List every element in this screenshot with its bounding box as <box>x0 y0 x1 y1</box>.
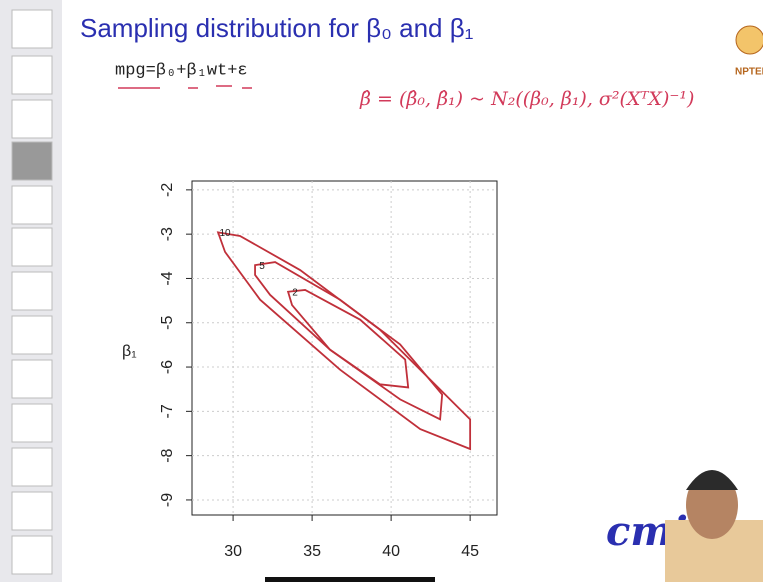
y-tick-label: -7 <box>159 404 176 418</box>
y-tick-label: -9 <box>159 493 176 507</box>
contour-line <box>254 261 444 421</box>
x-tick-label: 45 <box>461 543 479 560</box>
y-axis-label: β₁ <box>122 343 137 360</box>
y-tick-label: -2 <box>159 183 176 197</box>
x-tick-label: 40 <box>382 543 400 560</box>
contour-label: 5 <box>259 261 265 272</box>
x-tick-label: 30 <box>224 543 242 560</box>
y-tick-label: -3 <box>159 227 176 241</box>
handwritten-note: β̂ = (β̂₀, β̂₁) ~ N₂((β₀, β₁), σ²(XᵀX)⁻¹… <box>359 88 694 110</box>
contour-line <box>286 289 410 389</box>
nptel-label: NPTEL <box>735 67 763 78</box>
formula: mpg=β₀+β₁wt+ε <box>115 61 248 80</box>
y-tick-label: -8 <box>159 448 176 462</box>
nptel-emblem <box>735 25 763 55</box>
thumbnails <box>11 9 53 575</box>
slide-title: Sampling distribution for β₀ and β₁ <box>80 13 474 43</box>
contour-label: 2 <box>292 287 298 298</box>
presenter-hair <box>686 470 738 490</box>
underline <box>118 85 252 89</box>
x-tick-label: 35 <box>303 543 321 560</box>
presenter <box>665 470 763 582</box>
contour-label: 10 <box>220 228 232 239</box>
plot-frame <box>191 180 498 516</box>
y-tick-label: -4 <box>159 271 176 285</box>
contour-line <box>216 231 472 451</box>
y-tick-label: -6 <box>159 360 176 374</box>
video-bar <box>265 577 435 582</box>
y-tick-label: -5 <box>159 316 176 330</box>
